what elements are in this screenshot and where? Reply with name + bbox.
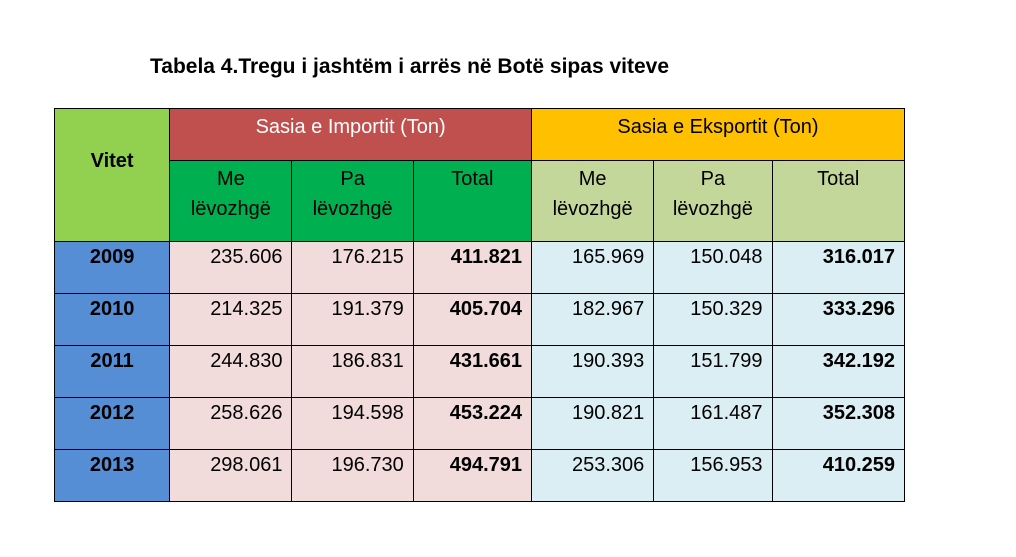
import-pa-cell: 186.831: [291, 345, 414, 398]
export-me-cell: 165.969: [530, 241, 655, 294]
export-total-cell: 333.296: [771, 293, 906, 346]
import-total-cell: 494.791: [412, 449, 533, 502]
export-group-header: Sasia e Eksportit (Ton): [531, 108, 905, 161]
trade-table: Vitet Sasia e Importit (Ton) Sasia e Eks…: [53, 108, 906, 502]
vitet-label: Vitet: [90, 150, 134, 172]
import-total-cell: 431.661: [412, 345, 533, 398]
export-sub-me-line2: lëvozhgë: [552, 198, 633, 220]
import-me-cell: 298.061: [169, 449, 293, 502]
import-sub-pa-line2: lëvozhgë: [312, 198, 393, 220]
import-sub-me-header: Me lëvozhgë: [169, 160, 293, 242]
import-me-cell: 258.626: [169, 397, 293, 450]
table-row: 2009 235.606 176.215 411.821 165.969 150…: [53, 241, 906, 294]
export-sub-total-label: Total: [817, 168, 860, 190]
export-me-cell: 190.821: [530, 397, 655, 450]
import-pa-cell: 176.215: [291, 241, 414, 294]
export-total-cell: 342.192: [771, 345, 906, 398]
import-total-cell: 411.821: [412, 241, 533, 294]
export-me-cell: 182.967: [530, 293, 655, 346]
table-row: 2010 214.325 191.379 405.704 182.967 150…: [53, 293, 906, 346]
import-group-header: Sasia e Importit (Ton): [169, 108, 532, 161]
import-me-cell: 235.606: [169, 241, 293, 294]
year-cell: 2010: [53, 293, 171, 346]
import-total-cell: 453.224: [412, 397, 533, 450]
header-row-groups: Vitet Sasia e Importit (Ton) Sasia e Eks…: [53, 108, 905, 242]
export-total-cell: 352.308: [771, 397, 906, 450]
export-me-cell: 253.306: [530, 449, 655, 502]
export-total-cell: 316.017: [771, 241, 906, 294]
table-title: Tabela 4.Tregu i jashtëm i arrës në Botë…: [150, 55, 670, 78]
table-row: 2013 298.061 196.730 494.791 253.306 156…: [53, 449, 906, 502]
import-pa-cell: 191.379: [291, 293, 414, 346]
import-sub-pa-header: Pa lëvozhgë: [291, 160, 414, 242]
import-group-label: Sasia e Importit (Ton): [255, 116, 446, 138]
year-cell: 2011: [53, 345, 171, 398]
import-sub-pa-line1: Pa: [340, 168, 365, 190]
import-sub-total-header: Total: [412, 160, 533, 242]
import-me-cell: 214.325: [169, 293, 293, 346]
export-total-cell: 410.259: [771, 449, 906, 502]
export-me-cell: 190.393: [530, 345, 655, 398]
export-sub-pa-line2: lëvozhgë: [672, 198, 753, 220]
vitet-header: Vitet: [53, 108, 171, 242]
export-sub-me-line1: Me: [578, 168, 607, 190]
export-pa-cell: 150.329: [653, 293, 773, 346]
header-row-subcolumns: Me lëvozhgë Pa lëvozhgë Total Me lëvozhg…: [55, 160, 906, 242]
export-pa-cell: 151.799: [653, 345, 773, 398]
year-cell: 2012: [53, 397, 171, 450]
export-group-label: Sasia e Eksportit (Ton): [617, 116, 819, 138]
export-pa-cell: 150.048: [653, 241, 773, 294]
import-sub-me-line1: Me: [216, 168, 245, 190]
export-pa-cell: 156.953: [653, 449, 773, 502]
export-sub-me-header: Me lëvozhgë: [530, 160, 655, 242]
export-sub-pa-header: Pa lëvozhgë: [653, 160, 773, 242]
table-row: 2012 258.626 194.598 453.224 190.821 161…: [53, 397, 906, 450]
table-row: 2011 244.830 186.831 431.661 190.393 151…: [53, 345, 906, 398]
import-total-cell: 405.704: [412, 293, 533, 346]
import-sub-total-label: Total: [451, 168, 494, 190]
import-pa-cell: 196.730: [291, 449, 414, 502]
import-pa-cell: 194.598: [291, 397, 414, 450]
year-cell: 2013: [53, 449, 171, 502]
year-cell: 2009: [53, 241, 171, 294]
export-sub-pa-line1: Pa: [700, 168, 726, 190]
import-me-cell: 244.830: [169, 345, 293, 398]
import-sub-me-line2: lëvozhgë: [190, 198, 271, 220]
export-pa-cell: 161.487: [653, 397, 773, 450]
export-sub-total-header: Total: [771, 160, 906, 242]
